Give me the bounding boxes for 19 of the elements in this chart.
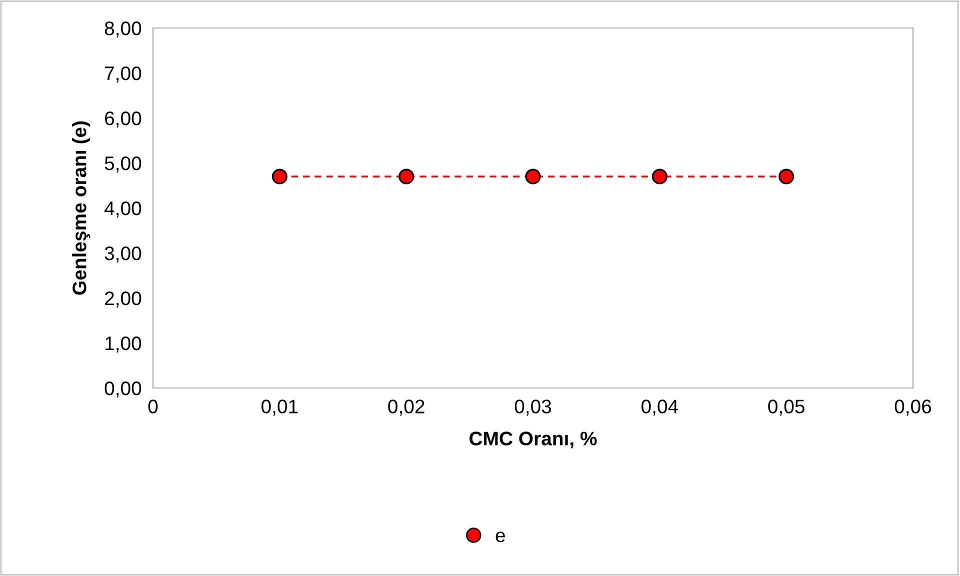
x-tick-label: 0,04 (642, 400, 678, 416)
y-tick-label: 7,00 (105, 66, 142, 83)
x-axis-title: CMC Oranı, % (470, 432, 597, 448)
x-tick-label: 0,02 (388, 400, 424, 416)
legend-label: e (496, 532, 505, 542)
x-tick-label: 0,01 (262, 400, 298, 416)
y-tick-label: 3,00 (104, 246, 142, 263)
y-axis-title: Genleşme oranı (e) (72, 121, 90, 295)
y-tick-label: 1,00 (106, 336, 142, 353)
y-tick-label: 5,00 (104, 156, 142, 173)
x-tick-label: 0,05 (768, 400, 804, 416)
y-tick-label: 2,00 (105, 291, 142, 308)
y-tick-label: 4,00 (104, 201, 142, 218)
y-tick-label: 6,00 (105, 111, 142, 128)
x-tick-label: 0,03 (514, 400, 552, 416)
x-tick-label: 0,06 (894, 400, 932, 416)
y-tick-label: 8,00 (104, 21, 142, 38)
x-tick-label: 0 (148, 400, 158, 414)
y-tick-label: 0,00 (104, 381, 142, 398)
